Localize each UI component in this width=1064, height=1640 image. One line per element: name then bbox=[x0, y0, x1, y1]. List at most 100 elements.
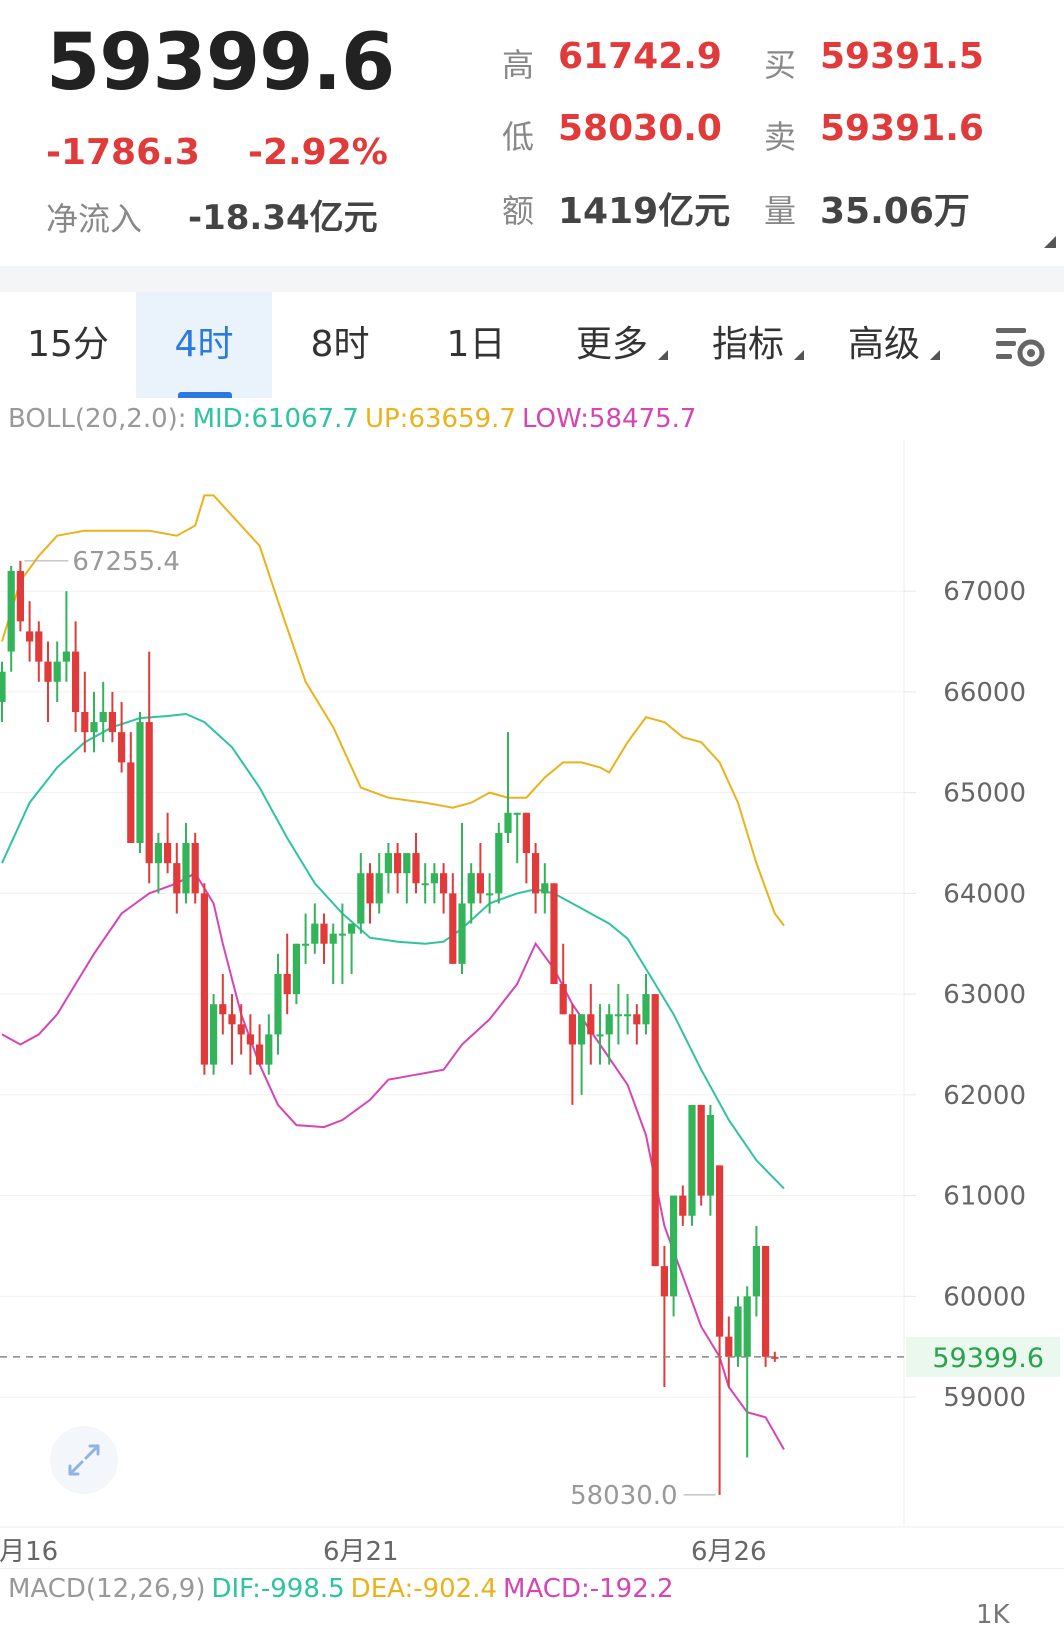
tab-1d[interactable]: 1日 bbox=[408, 292, 544, 398]
candle-body bbox=[725, 1336, 733, 1357]
candle-body bbox=[495, 832, 503, 894]
candle-body bbox=[357, 873, 365, 924]
macd-legend: MACD(12,26,9) DIF:-998.5 DEA:-902.4 MACD:-1… bbox=[8, 1574, 680, 1604]
x-tick-label: 6月16 bbox=[0, 1537, 58, 1567]
high-label: 高 bbox=[502, 46, 535, 84]
candle-body bbox=[697, 1104, 705, 1196]
candle-body bbox=[338, 933, 346, 936]
candle-body bbox=[99, 712, 107, 723]
kline-chart[interactable]: 67000 66000 65000 64000 63000 62000 61000 60000… bbox=[0, 440, 1064, 1574]
current-price-tag bbox=[906, 1336, 1060, 1377]
candle-body bbox=[587, 1014, 595, 1035]
candle-body bbox=[743, 1296, 751, 1357]
net-inflow-label: 净流入 bbox=[46, 200, 143, 238]
chart-settings-icon[interactable] bbox=[994, 322, 1046, 370]
candle-body bbox=[154, 842, 162, 864]
section-divider bbox=[0, 266, 1064, 292]
y-tick-label: 67000 bbox=[943, 577, 1026, 607]
expand-triangle-icon[interactable] bbox=[1044, 236, 1056, 248]
candle-body bbox=[53, 661, 61, 682]
high-value: 61742.9 bbox=[558, 36, 722, 77]
ask-label: 卖 bbox=[764, 118, 797, 156]
candle-body bbox=[624, 1014, 632, 1017]
tab-label: 8时 bbox=[310, 324, 370, 365]
tab-label: 1日 bbox=[446, 324, 506, 365]
y-tick-label: 65000 bbox=[943, 779, 1026, 809]
macd-name: MACD(12,26,9) bbox=[8, 1574, 206, 1604]
candle-body bbox=[0, 671, 6, 702]
candle-body bbox=[559, 984, 567, 1015]
candle-body bbox=[504, 812, 512, 833]
candle-body bbox=[660, 1266, 668, 1297]
candle-body bbox=[679, 1195, 687, 1216]
macd-value: MACD:-192.2 bbox=[503, 1574, 674, 1604]
candle-body bbox=[394, 853, 402, 874]
candle-body bbox=[532, 853, 540, 894]
candle-body bbox=[348, 923, 356, 934]
candle-body bbox=[568, 1014, 576, 1045]
tab-indicators[interactable]: 指标 bbox=[680, 292, 816, 398]
tab-label: 15分 bbox=[27, 324, 109, 365]
macd-axis-label: 1K bbox=[976, 1600, 1010, 1630]
candle-body bbox=[182, 842, 190, 894]
y-tick-label: 60000 bbox=[943, 1282, 1026, 1312]
candle-body bbox=[550, 883, 558, 985]
candle-body bbox=[430, 873, 438, 884]
candle-body bbox=[16, 570, 24, 622]
tab-label: 指标 bbox=[711, 324, 784, 365]
candle-body bbox=[26, 631, 34, 642]
candle-body bbox=[320, 923, 328, 944]
macd-dea: DEA:-902.4 bbox=[350, 1574, 498, 1604]
candle-body bbox=[265, 1034, 273, 1065]
candle-body bbox=[596, 1034, 604, 1037]
tab-8h[interactable]: 8时 bbox=[272, 292, 408, 398]
y-tick-label: 62000 bbox=[943, 1081, 1026, 1111]
candle-body bbox=[274, 973, 282, 1035]
candle-body bbox=[578, 1014, 586, 1045]
max-price-label: 67255.4 bbox=[72, 547, 180, 577]
ask-value: 59391.6 bbox=[820, 108, 984, 149]
tab-more[interactable]: 更多 bbox=[544, 292, 680, 398]
dropdown-caret-icon bbox=[794, 350, 804, 360]
change-percent: -2.92% bbox=[248, 132, 388, 173]
tab-4h[interactable]: 4时 bbox=[136, 292, 272, 398]
boll-legend: BOLL(20,2.0): MID:61067.7 UP:63659.7 LOW:58… bbox=[8, 404, 702, 434]
candle-body bbox=[72, 651, 80, 713]
candle-body bbox=[164, 842, 172, 864]
fullscreen-button[interactable] bbox=[50, 1426, 118, 1494]
macd-dif: DIF:-998.5 bbox=[211, 1574, 345, 1604]
candle-body bbox=[136, 722, 144, 843]
candle-body bbox=[762, 1245, 770, 1357]
tab-advanced[interactable]: 高级 bbox=[816, 292, 952, 398]
candle-body bbox=[191, 842, 199, 894]
candle-body bbox=[256, 1044, 264, 1065]
y-tick-label: 64000 bbox=[943, 879, 1026, 909]
x-tick-label: 6月21 bbox=[323, 1537, 399, 1567]
boll-mid: MID:61067.7 bbox=[192, 404, 359, 434]
candle-body bbox=[614, 1014, 622, 1017]
candle-body bbox=[412, 853, 420, 884]
candle-body bbox=[219, 1004, 227, 1015]
current-price-label: 59399.6 bbox=[932, 1343, 1044, 1374]
candle-body bbox=[752, 1245, 760, 1297]
volume-label: 量 bbox=[764, 192, 797, 230]
candle-body bbox=[81, 712, 89, 733]
tab-label: 更多 bbox=[575, 324, 648, 365]
low-label: 低 bbox=[502, 118, 535, 156]
net-inflow-value: -18.34亿元 bbox=[188, 198, 378, 238]
candle-body bbox=[513, 812, 521, 815]
low-value: 58030.0 bbox=[558, 108, 722, 149]
boll-name: BOLL(20,2.0): bbox=[8, 404, 187, 434]
boll-mid-line bbox=[1, 712, 785, 1190]
candle-body bbox=[541, 883, 549, 894]
candle-body bbox=[440, 873, 448, 894]
min-price-label: 58030.0 bbox=[570, 1481, 678, 1511]
last-price: 59399.6 bbox=[46, 18, 395, 108]
candle-body bbox=[458, 903, 466, 964]
y-tick-label: 61000 bbox=[943, 1182, 1026, 1212]
candle-body bbox=[366, 873, 374, 904]
candle-body bbox=[633, 1014, 641, 1025]
dropdown-caret-icon bbox=[930, 350, 940, 360]
candle-body bbox=[734, 1306, 742, 1357]
tab-15min[interactable]: 15分 bbox=[0, 292, 136, 398]
